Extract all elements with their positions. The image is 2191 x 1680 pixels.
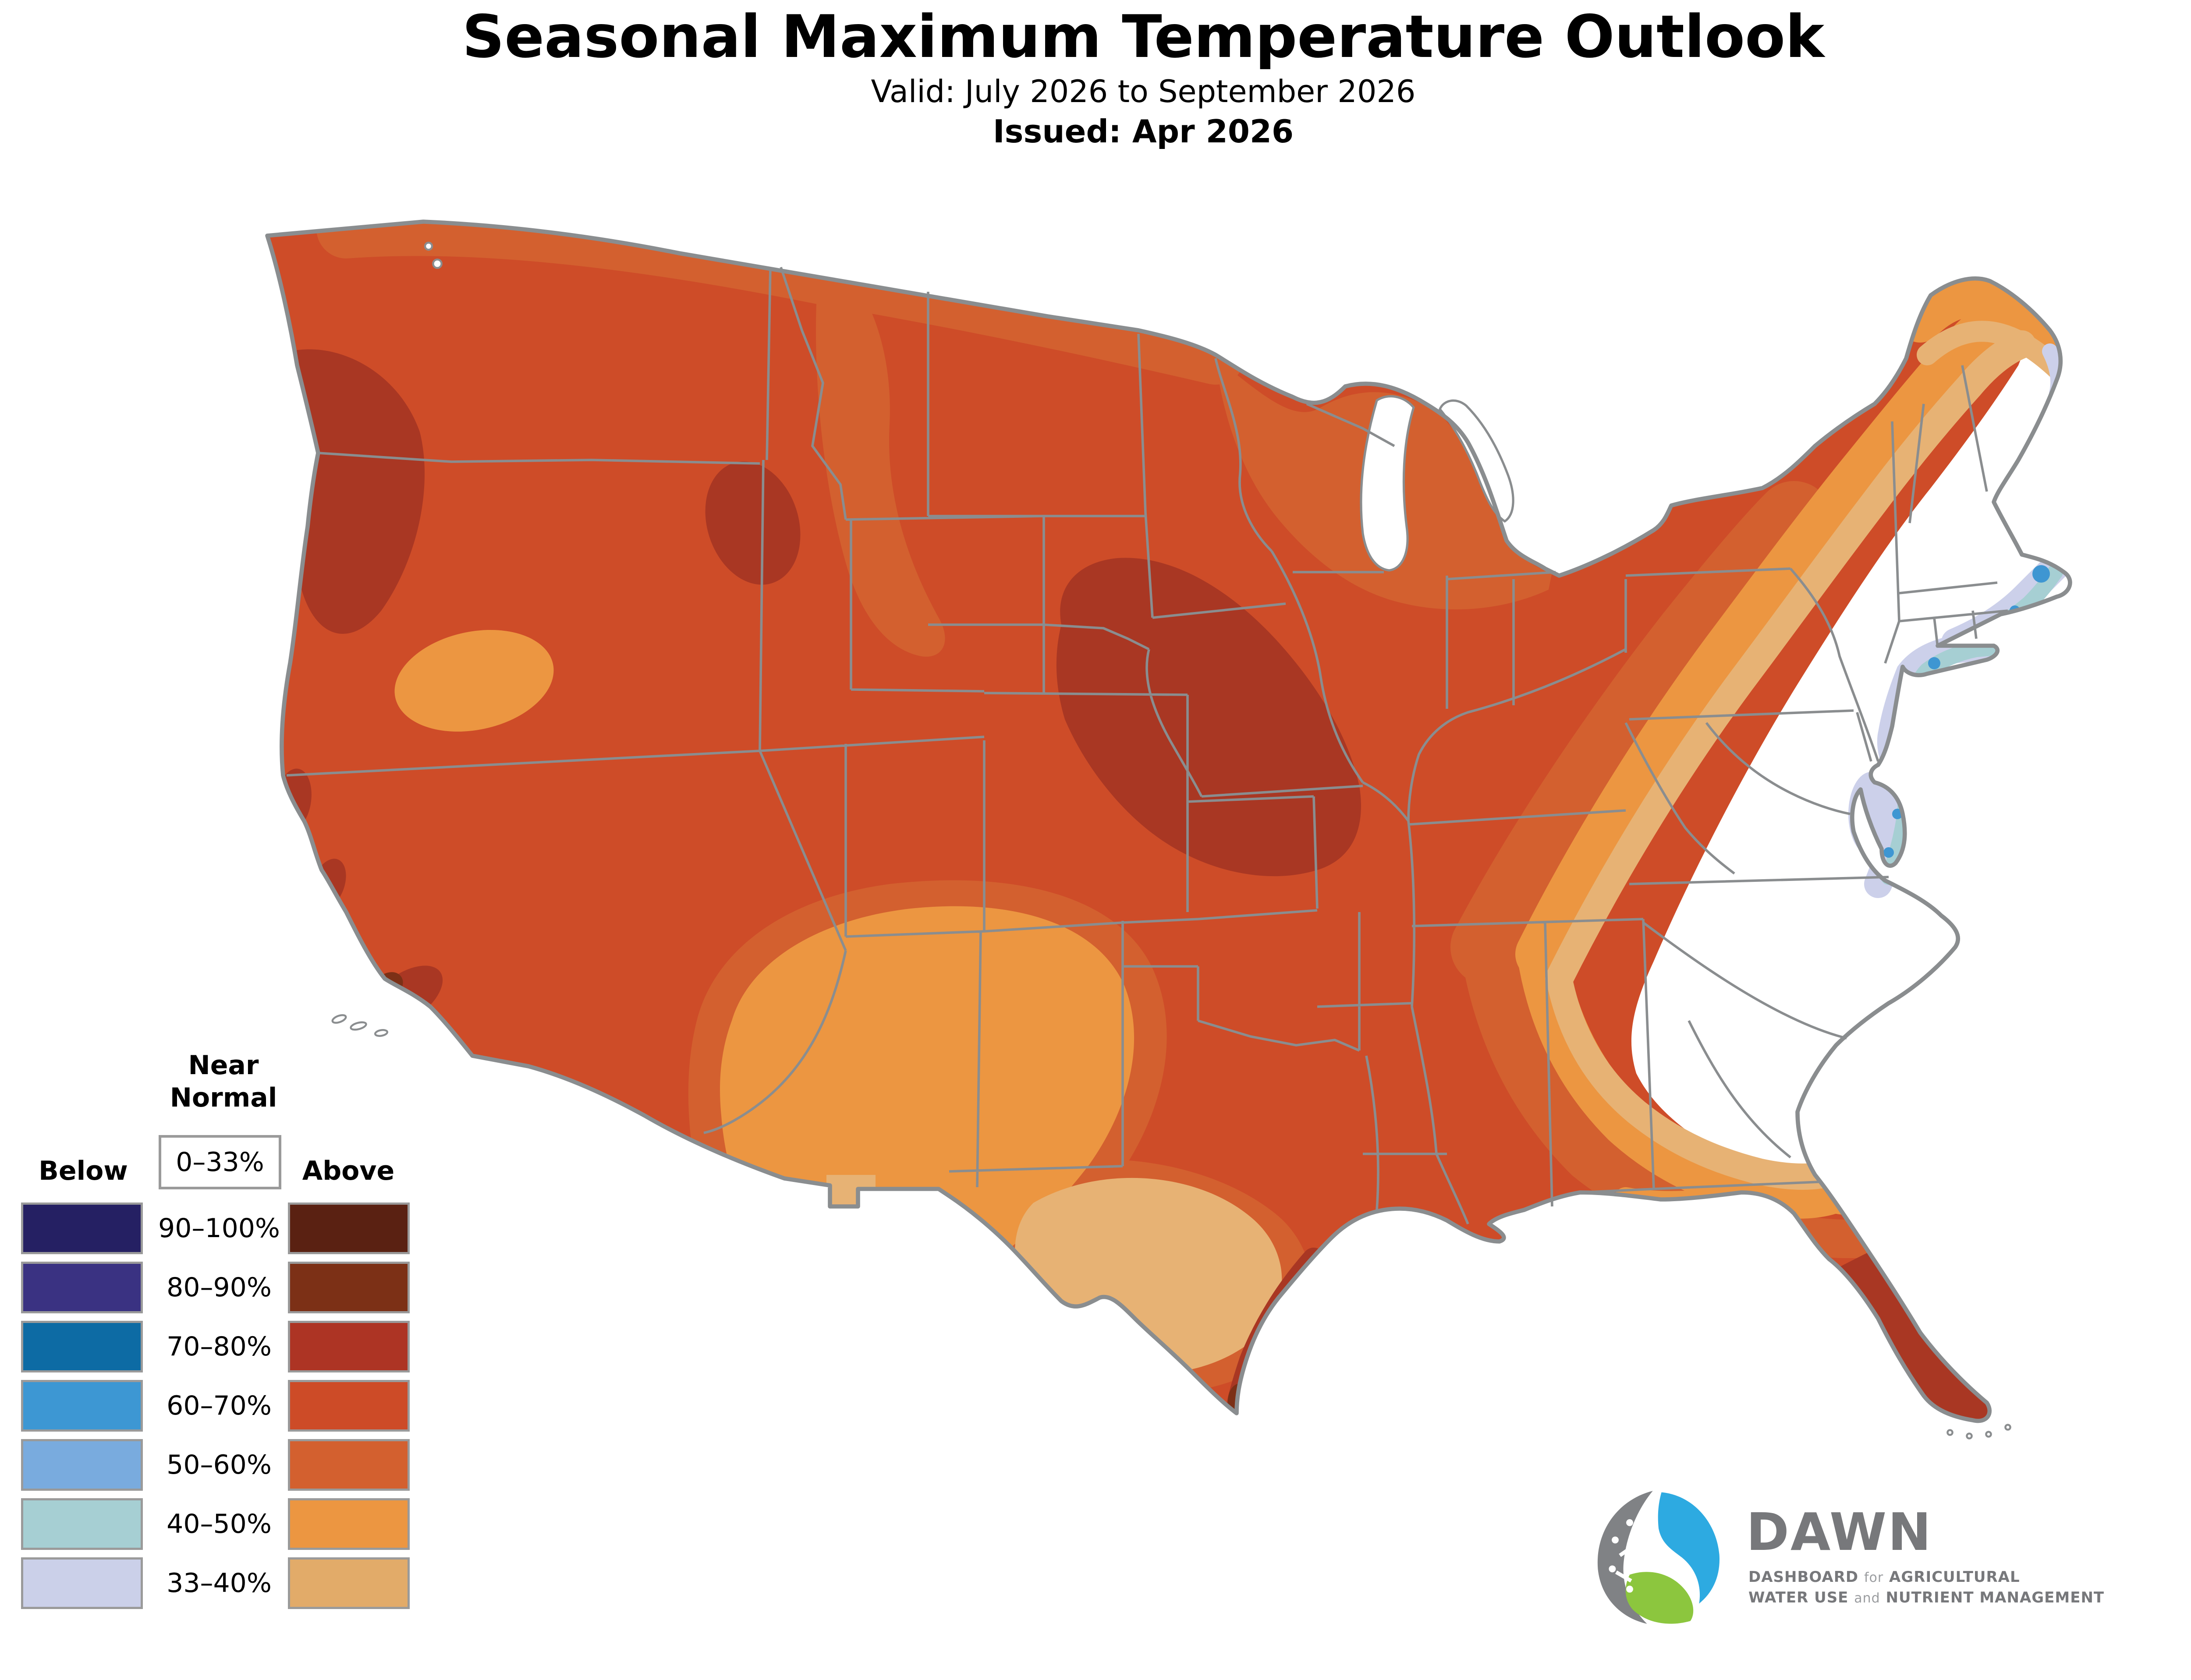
logo-circuit-pattern [1609, 1519, 1635, 1593]
page-title: Seasonal Maximum Temperature Outlook [462, 3, 1825, 71]
legend-swatch-above-80-90 [288, 1262, 410, 1313]
channel-island [350, 1021, 367, 1031]
legend-swatch-above-33-40 [288, 1557, 410, 1609]
legend-swatch-below-33-40 [21, 1557, 143, 1609]
legend-below-header: Below [39, 1156, 128, 1186]
map-fill-layers [267, 222, 2070, 1421]
coastal-islands [331, 241, 2011, 1439]
legend-swatch-above-50-60 [288, 1439, 410, 1491]
logo-blue-drop [1658, 1492, 1720, 1604]
legend-swatch-below-80-90 [21, 1262, 143, 1313]
legend-row-label: 80–90% [167, 1272, 272, 1303]
channel-island [331, 1014, 347, 1024]
legend-row-label: 70–80% [167, 1331, 272, 1362]
legend-swatch-above-40-50 [288, 1498, 410, 1550]
legend-swatch-below-40-50 [21, 1498, 143, 1550]
legend-swatch-below-50-60 [21, 1439, 143, 1491]
legend-swatch-below-60-70 [21, 1380, 143, 1432]
florida-key [2004, 1424, 2011, 1431]
state-borders [286, 267, 2008, 1225]
dawn-logo-word: DAWN [1746, 1502, 1932, 1562]
legend-near-normal-box: 0–33% [159, 1135, 281, 1189]
legend-swatch-below-90-100 [21, 1203, 143, 1254]
legend-row-label: 33–40% [167, 1568, 272, 1599]
legend-near-normal-header: Near Normal [170, 1050, 277, 1113]
dawn-logo-tagline-1: DASHBOARD for AGRICULTURAL [1748, 1568, 2020, 1586]
dawn-logo: DAWN DASHBOARD for AGRICULTURAL WATER US… [1586, 1481, 2191, 1656]
us-outline [265, 219, 2072, 1423]
legend-row-label: 60–70% [167, 1390, 272, 1421]
us-temperature-outlook-map [265, 219, 2072, 1439]
legend-swatch-above-60-70 [288, 1380, 410, 1432]
logo-green-leaf [1625, 1572, 1694, 1624]
legend-swatch-above-90-100 [288, 1203, 410, 1254]
dawn-logo-tagline-2: WATER USE and NUTRIENT MANAGEMENT [1748, 1589, 2105, 1606]
legend-swatch-below-70-80 [21, 1321, 143, 1372]
florida-key [1985, 1431, 1992, 1438]
puget-island [424, 241, 433, 251]
florida-key [1946, 1429, 1953, 1436]
logo-gray-leaf [1597, 1491, 1653, 1624]
legend-row-label: 90–100% [158, 1213, 280, 1244]
legend-row-label: 40–50% [167, 1509, 272, 1539]
florida-key [1966, 1432, 1973, 1439]
issued-date-label: Issued: Apr 2026 [993, 113, 1294, 150]
channel-island [374, 1029, 389, 1037]
valid-period-subtitle: Valid: July 2026 to September 2026 [871, 74, 1416, 110]
dawn-logo-mark [1597, 1491, 1720, 1624]
puget-island [432, 258, 443, 269]
legend-swatch-above-70-80 [288, 1321, 410, 1372]
legend-above-header: Above [302, 1156, 395, 1186]
lake-michigan [1360, 395, 1415, 572]
legend: Near Normal 0–33% Below Above 90–100% 80… [18, 1049, 434, 1619]
legend-row-label: 50–60% [167, 1450, 272, 1480]
